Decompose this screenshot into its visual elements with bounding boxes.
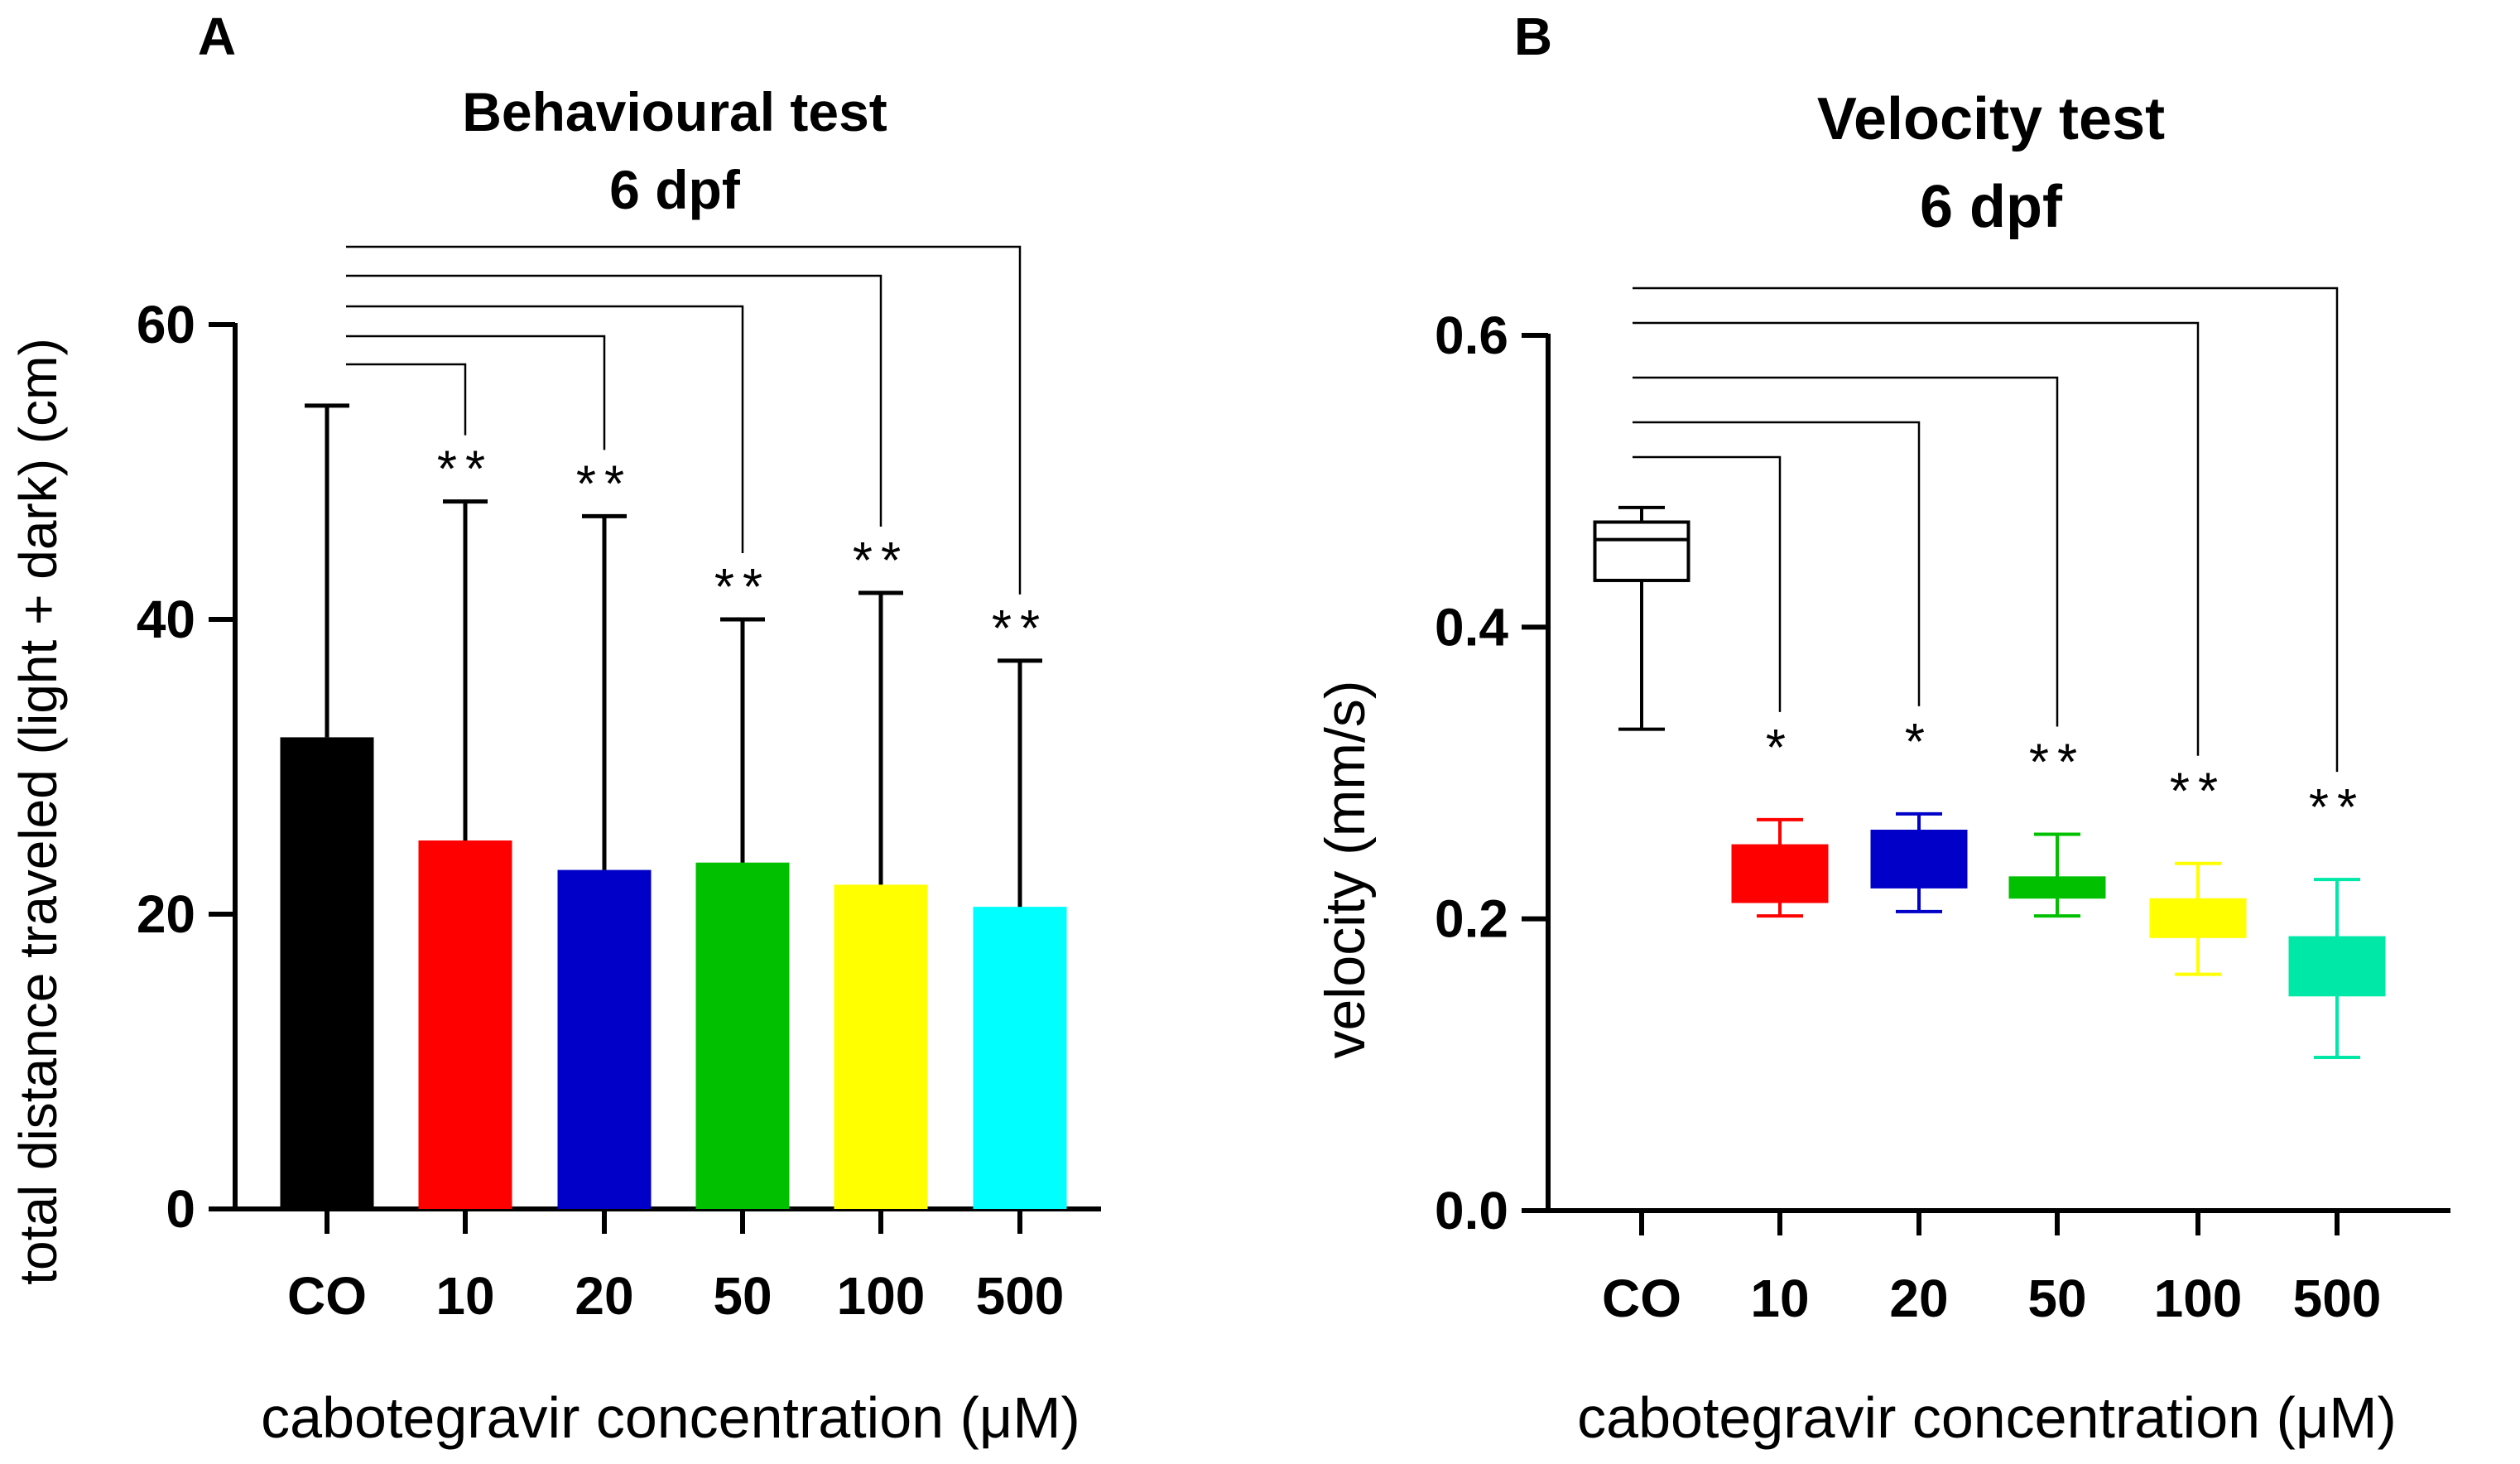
panel-label-b: B [1514, 7, 1552, 66]
chart-b-y-tick-label: 0.6 [1435, 306, 1508, 365]
chart-a-y-tick-label: 40 [137, 590, 195, 649]
significance-marker: ** [853, 532, 909, 590]
chart-a-y-tick-label: 60 [137, 295, 195, 354]
comparison-bracket [1633, 287, 2339, 773]
bar-500 [973, 907, 1067, 1209]
chart-b-y-tick-label: 0.0 [1435, 1181, 1508, 1240]
comparison-bracket [1633, 376, 2059, 727]
chart-a-x-tick-label: 50 [713, 1266, 772, 1326]
chart-b-x-tick-label: 10 [1750, 1269, 1809, 1328]
box-CO [1593, 520, 1690, 582]
chart-b-y-tick-label: 0.2 [1435, 889, 1508, 949]
comparison-bracket [346, 245, 1022, 595]
bar-50 [695, 862, 790, 1209]
chart-b-ylabel: velocity (mm/s) [1314, 680, 1377, 1058]
chart-a-ylabel: total distance traveled (light + dark) (… [8, 338, 68, 1285]
chart-a-plot: 0 20 40 60 CO 10 ** 20 ** 50 ** 100 ** 500 ** [137, 245, 1101, 1326]
chart-a-x-tick-label: 20 [575, 1266, 633, 1326]
chart-a-y-tick-label: 0 [166, 1179, 195, 1239]
chart-a-x-tick-label: 500 [976, 1266, 1065, 1326]
significance-marker: ** [2170, 763, 2226, 821]
significance-marker: ** [2309, 779, 2365, 836]
significance-marker: ** [437, 441, 493, 498]
chart-b-subtitle: 6 dpf [1920, 174, 2063, 240]
chart-b-x-tick-label: 500 [2293, 1269, 2382, 1328]
comparison-bracket [1633, 321, 2200, 756]
chart-a-subtitle: 6 dpf [609, 159, 741, 220]
bar-20 [557, 869, 652, 1209]
comparison-bracket [346, 363, 467, 436]
comparison-bracket [346, 305, 744, 553]
chart-b-x-tick-label: 20 [1889, 1269, 1948, 1328]
chart-a-x-tick-label: 10 [435, 1266, 494, 1326]
chart-b-x-tick-label: CO [1602, 1269, 1681, 1328]
significance-marker: ** [992, 600, 1048, 657]
bar-CO [280, 737, 374, 1209]
significance-marker: * [1766, 720, 1794, 777]
comparison-bracket [1633, 455, 1782, 712]
significance-marker: ** [714, 559, 771, 616]
chart-b-xlabel: cabotegravir concentration (μM) [1577, 1385, 2397, 1450]
chart-b-y-tick-label: 0.4 [1435, 597, 1508, 657]
chart-a-xlabel: cabotegravir concentration (μM) [261, 1385, 1080, 1450]
chart-a-x-tick-label: 100 [837, 1266, 926, 1326]
chart-b-plot: 0.0 0.2 0.4 0.6 CO 10 * 20 * 50 ** 100 ** 500 ** [1435, 287, 2450, 1328]
significance-marker: * [1905, 714, 1933, 771]
chart-b-x-tick-label: 50 [2027, 1269, 2086, 1328]
significance-marker: ** [576, 455, 632, 513]
bar-10 [418, 840, 512, 1209]
box-500 [2288, 936, 2386, 997]
significance-marker: ** [2029, 734, 2085, 791]
chart-a-x-tick-label: CO [287, 1266, 367, 1326]
chart-b-x-tick-label: 100 [2154, 1269, 2243, 1328]
chart-a-title: Behavioural test [462, 81, 887, 142]
comparison-bracket [346, 274, 882, 527]
chart-a-y-tick-label: 20 [137, 884, 195, 944]
chart-b-title: Velocity test [1817, 86, 2165, 152]
comparison-bracket [1633, 421, 1921, 706]
panel-label-a: A [198, 7, 236, 66]
box-20 [1870, 829, 1968, 889]
bar-100 [834, 884, 928, 1209]
comparison-bracket [346, 335, 606, 450]
